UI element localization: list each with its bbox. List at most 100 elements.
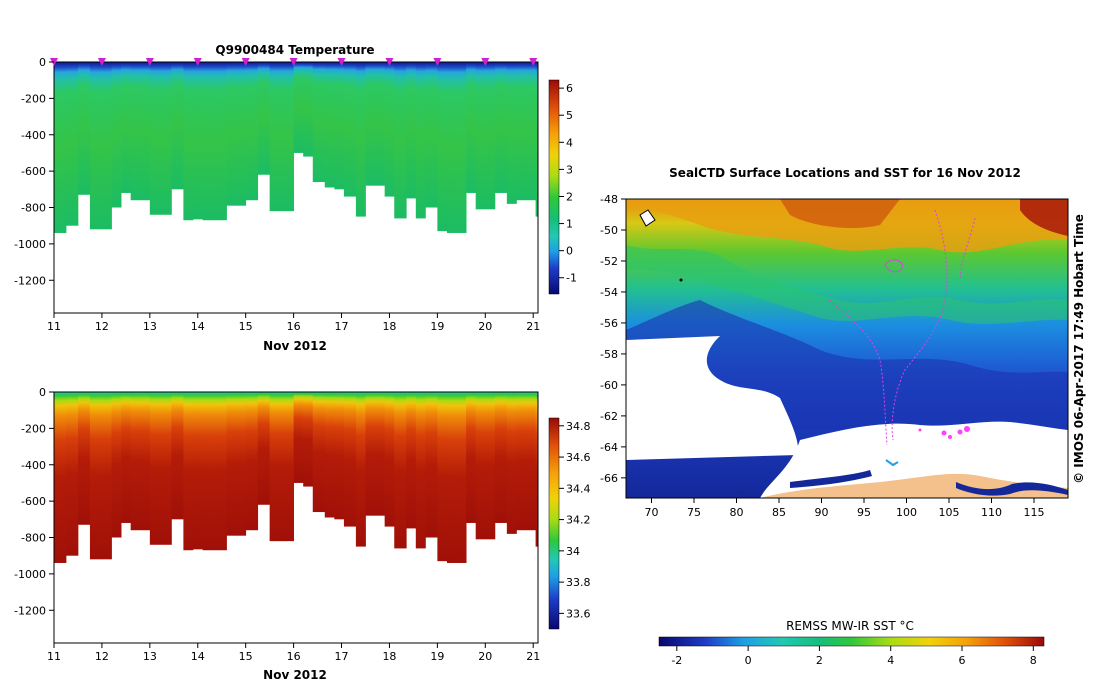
lat-tick-label: -60 bbox=[600, 379, 618, 392]
sst-field bbox=[626, 199, 1068, 498]
profile-column-27 bbox=[334, 62, 345, 190]
profile-column-8 bbox=[130, 62, 141, 201]
temperature-title: Q9900484 Temperature bbox=[215, 43, 374, 57]
lon-tick-label: 90 bbox=[815, 506, 829, 519]
x-tick-label: 17 bbox=[335, 320, 349, 333]
y-tick-label: -800 bbox=[21, 202, 46, 215]
x-tick-label: 19 bbox=[430, 320, 444, 333]
profile-column-26 bbox=[324, 392, 335, 518]
profile-column-19 bbox=[245, 392, 259, 531]
profile-column-9 bbox=[140, 62, 151, 201]
x-tick-label: 19 bbox=[430, 650, 444, 663]
profile-column-31 bbox=[375, 62, 386, 186]
y-tick-label: -400 bbox=[21, 129, 46, 142]
surface-marker bbox=[193, 58, 202, 66]
profile-column-19 bbox=[245, 62, 259, 201]
profile-column-16 bbox=[214, 392, 227, 551]
profile-column-23 bbox=[293, 62, 304, 153]
profile-column-30 bbox=[365, 392, 376, 516]
y-tick-label: -1000 bbox=[14, 238, 46, 251]
colorbar-tick-label: 2 bbox=[566, 190, 573, 203]
colorbar-tick-label: 34.4 bbox=[566, 482, 591, 495]
lat-tick-label: -62 bbox=[600, 410, 618, 423]
colorbar-tick-label: 6 bbox=[566, 82, 573, 95]
profile-column-32 bbox=[384, 62, 395, 197]
surface-markers bbox=[50, 58, 538, 66]
lat-tick-label: -56 bbox=[600, 317, 618, 330]
profile-column-25 bbox=[312, 62, 326, 183]
colorbar-tick-label: -1 bbox=[566, 272, 577, 285]
profile-column-42 bbox=[485, 62, 496, 210]
profile-column-28 bbox=[343, 62, 357, 197]
profile-column-18 bbox=[236, 62, 247, 206]
x-tick-label: 16 bbox=[287, 650, 301, 663]
profile-column-46 bbox=[526, 62, 536, 201]
salinity-plot-frame bbox=[53, 391, 539, 644]
x-tick-label: 14 bbox=[191, 320, 205, 333]
profile-column-11 bbox=[159, 62, 172, 215]
surface-marker bbox=[289, 58, 298, 66]
y-tick-label: -800 bbox=[21, 532, 46, 545]
profile-column-5 bbox=[101, 392, 112, 560]
lon-tick-label: 110 bbox=[981, 506, 1002, 519]
colorbar-tick-label: 3 bbox=[566, 163, 573, 176]
y-tick-label: 0 bbox=[39, 386, 46, 399]
x-tick-label: 18 bbox=[382, 650, 396, 663]
salinity-colorbar-ticks: 34.8 34.6 34.4 34.2 34 33.8 33.6 bbox=[559, 420, 591, 620]
profile-column-22 bbox=[281, 62, 294, 212]
x-tick-label: 15 bbox=[239, 320, 253, 333]
profile-column-39 bbox=[456, 392, 467, 563]
profile-column-4 bbox=[89, 392, 103, 560]
profile-column-36 bbox=[425, 392, 438, 538]
profile-column-37 bbox=[437, 392, 448, 562]
profile-column-16 bbox=[214, 62, 227, 221]
profile-column-26 bbox=[324, 62, 335, 188]
temperature-panel: Q9900484 Temperature 0 -200 -400 -600 -800 -1… bbox=[14, 43, 577, 353]
surface-marker bbox=[385, 58, 394, 66]
profile-column-35 bbox=[415, 62, 426, 219]
profile-column-11 bbox=[159, 392, 172, 545]
profile-column-33 bbox=[394, 392, 407, 549]
lon-tick-label: 80 bbox=[730, 506, 744, 519]
profile-column-33 bbox=[394, 62, 407, 219]
profile-column-45 bbox=[516, 392, 527, 531]
profile-column-43 bbox=[494, 62, 508, 193]
temperature-y-axis: 0 -200 -400 -600 -800 -1000 -1200 bbox=[14, 56, 54, 287]
x-tick-label: 13 bbox=[143, 650, 157, 663]
profile-column-7 bbox=[121, 62, 132, 193]
profile-column-17 bbox=[226, 392, 237, 536]
profile-column-12 bbox=[171, 62, 184, 190]
profile-column-13 bbox=[183, 62, 194, 221]
sst-map-panel: SealCTD Surface Locations and SST for 16… bbox=[600, 166, 1086, 667]
surface-marker bbox=[241, 58, 250, 66]
lat-tick-label: -52 bbox=[600, 255, 618, 268]
lon-tick-label: 70 bbox=[645, 506, 659, 519]
profile-column-40 bbox=[466, 62, 477, 193]
colorbar-tick-label: 34.6 bbox=[566, 451, 591, 464]
profile-column-34 bbox=[406, 392, 417, 529]
profile-column-25 bbox=[312, 392, 326, 513]
sst-map-title: SealCTD Surface Locations and SST for 16… bbox=[669, 166, 1021, 180]
profile-column-47 bbox=[535, 62, 539, 217]
profile-column-35 bbox=[415, 392, 426, 549]
profile-column-4 bbox=[89, 62, 103, 230]
salinity-y-axis: 0 -200 -400 -600 -800 -1000 -1200 bbox=[14, 386, 54, 617]
sst-colorbar-tick-label: 8 bbox=[1030, 654, 1037, 667]
profile-column-10 bbox=[149, 392, 160, 545]
sst-colorbar-ticks: -2 0 2 4 6 8 bbox=[671, 646, 1037, 667]
profile-column-42 bbox=[485, 392, 496, 540]
surface-marker bbox=[433, 58, 442, 66]
profile-column-40 bbox=[466, 392, 477, 523]
profile-column-15 bbox=[202, 62, 215, 221]
lat-tick-label: -54 bbox=[600, 286, 618, 299]
profile-column-12 bbox=[171, 392, 184, 520]
profile-column-5 bbox=[101, 62, 112, 230]
colorbar-tick-label: 34 bbox=[566, 545, 580, 558]
lat-tick-label: -66 bbox=[600, 472, 618, 485]
x-tick-label: 11 bbox=[47, 320, 61, 333]
sst-colorbar-tick-label: 2 bbox=[816, 654, 823, 667]
salinity-colorbar bbox=[548, 417, 560, 630]
profile-column-31 bbox=[375, 392, 386, 516]
profile-column-22 bbox=[281, 392, 294, 542]
lat-tick-label: -50 bbox=[600, 224, 618, 237]
